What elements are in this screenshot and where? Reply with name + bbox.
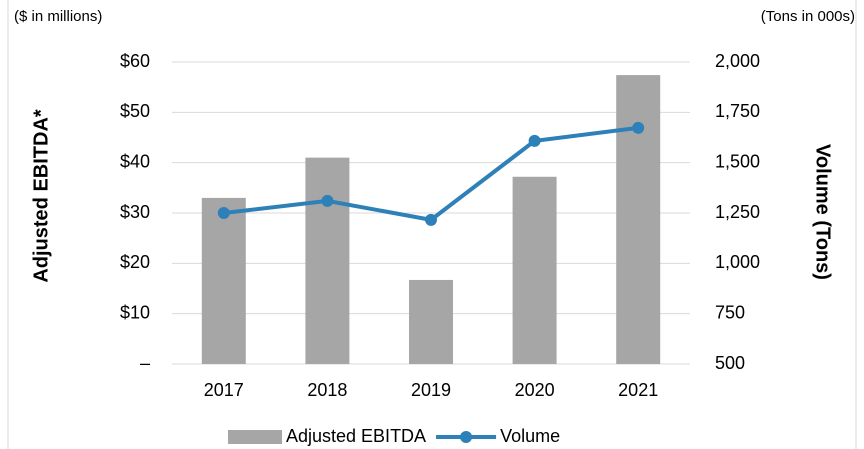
bar xyxy=(409,279,453,364)
y-tick-label: – xyxy=(140,353,150,373)
x-tick-label: 2019 xyxy=(411,380,451,400)
line xyxy=(223,125,639,222)
bar xyxy=(201,197,246,364)
y-axis-title: Adjusted EBITDA* xyxy=(30,109,52,283)
x-tick-label: 2017 xyxy=(204,380,244,400)
y2-tick-label: 1,500 xyxy=(715,151,760,171)
y2-tick-label: 750 xyxy=(715,302,745,322)
legend-label: Adjusted EBITDA xyxy=(286,426,426,446)
y-tick-label: $60 xyxy=(120,51,150,71)
y2-tick-label: 1,250 xyxy=(715,202,760,222)
y-tick-label: $10 xyxy=(120,302,150,322)
y2-axis-title: Volume (Tons) xyxy=(812,144,834,280)
left-note: ($ in millions) xyxy=(14,8,102,25)
bar xyxy=(512,176,557,364)
x-tick-label: 2021 xyxy=(618,380,658,400)
bar xyxy=(305,157,350,364)
y2-tick-label: 1,000 xyxy=(715,252,760,272)
line-point xyxy=(528,134,541,147)
x-tick-label: 2020 xyxy=(515,380,555,400)
legend-swatch xyxy=(228,430,282,444)
y2-tick-label: 500 xyxy=(715,353,745,373)
x-tick-label: 2018 xyxy=(307,380,347,400)
line-point xyxy=(425,213,437,226)
bar xyxy=(616,75,661,364)
y2-tick-label: 1,750 xyxy=(715,101,760,121)
y-tick-label: $50 xyxy=(120,101,150,121)
line-point xyxy=(217,207,230,219)
legend-marker xyxy=(460,431,473,443)
y-tick-label: $30 xyxy=(120,202,150,222)
legend-label: Volume xyxy=(500,426,560,446)
y2-tick-label: 2,000 xyxy=(715,51,760,71)
y-tick-label: $40 xyxy=(120,151,150,171)
y-tick-label: $20 xyxy=(120,252,150,272)
line-point xyxy=(321,194,334,207)
line-point xyxy=(632,121,645,134)
right-note: (Tons in 000s) xyxy=(761,8,855,25)
